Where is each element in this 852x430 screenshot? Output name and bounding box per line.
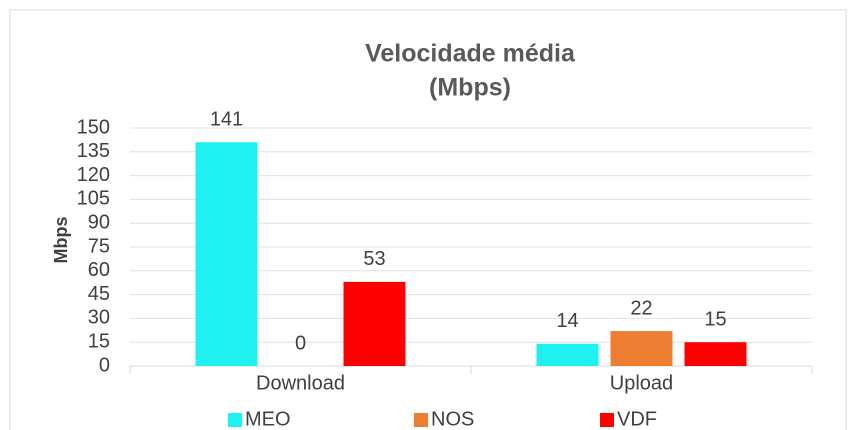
y-tick-label: 60 bbox=[88, 259, 110, 281]
legend-label: MEO bbox=[245, 408, 291, 430]
chart-title: Velocidade média bbox=[365, 40, 576, 68]
y-tick-label: 90 bbox=[88, 211, 110, 233]
chart-title: (Mbps) bbox=[429, 74, 511, 102]
legend-swatch bbox=[228, 413, 242, 427]
legend-swatch bbox=[600, 413, 614, 427]
y-tick-label: 30 bbox=[88, 307, 110, 329]
y-axis-title: Mbps bbox=[51, 217, 71, 264]
data-label: 22 bbox=[630, 297, 652, 319]
bar bbox=[195, 142, 258, 366]
x-tick-label: Upload bbox=[610, 372, 673, 394]
y-tick-label: 105 bbox=[77, 188, 110, 210]
data-label: 53 bbox=[363, 248, 385, 270]
y-tick-label: 45 bbox=[88, 283, 110, 305]
legend-label: NOS bbox=[431, 408, 474, 430]
y-tick-label: 75 bbox=[88, 235, 110, 257]
data-label: 0 bbox=[295, 332, 306, 354]
legend-label: VDF bbox=[617, 408, 657, 430]
bar bbox=[610, 331, 673, 366]
y-tick-label: 120 bbox=[77, 164, 110, 186]
data-label: 15 bbox=[704, 308, 726, 330]
y-tick-label: 150 bbox=[77, 116, 110, 138]
y-tick-label: 0 bbox=[99, 354, 110, 376]
bar bbox=[343, 281, 406, 366]
data-label: 14 bbox=[556, 310, 578, 332]
chart-border bbox=[9, 9, 847, 430]
y-tick-label: 135 bbox=[77, 140, 110, 162]
data-label: 141 bbox=[210, 109, 243, 131]
y-tick-label: 15 bbox=[88, 330, 110, 352]
x-tick-label: Download bbox=[256, 372, 345, 394]
bar bbox=[536, 343, 599, 366]
bar bbox=[684, 342, 747, 366]
legend-swatch bbox=[414, 413, 428, 427]
